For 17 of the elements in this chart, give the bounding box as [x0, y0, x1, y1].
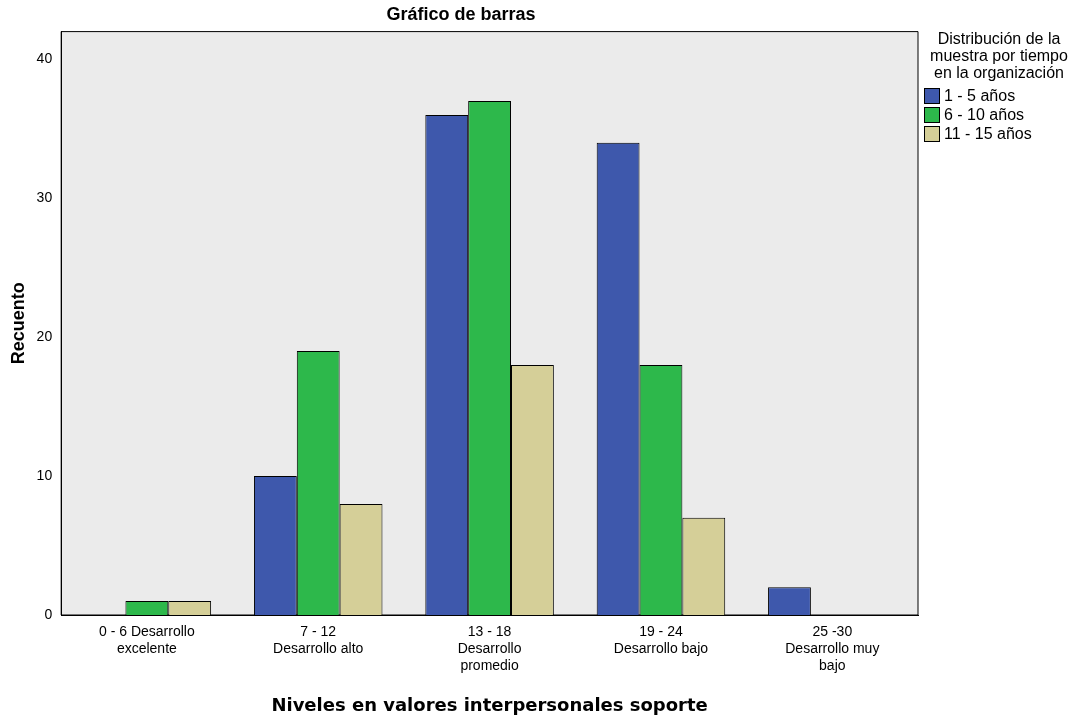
- legend-label: 6 - 10 años: [944, 106, 1025, 125]
- y-axis-title: Recuento: [7, 282, 28, 365]
- y-tick-label: 20: [36, 328, 53, 345]
- chart-title: Gráfico de barras: [386, 3, 536, 24]
- x-tick-label: 25 -30 Desarrollo muy bajo: [785, 623, 880, 673]
- x-axis-title: Niveles en valores interpersonales soporte: [271, 693, 708, 715]
- x-tick-label: 7 - 12 Desarrollo alto: [273, 623, 364, 657]
- legend-title: Distribución de la muestra por tiempo en la organización: [929, 29, 1069, 81]
- y-tick-label: 30: [36, 189, 53, 206]
- y-tick-label: 0: [44, 605, 53, 622]
- legend-label: 11 - 15 años: [944, 125, 1032, 144]
- x-tick-label: 19 - 24 Desarrollo bajo: [613, 623, 709, 657]
- x-tick-label: 0 - 6 Desarrollo excelente: [99, 623, 195, 657]
- x-tick-label: 13 - 18 Desarrollo promedio: [457, 623, 522, 673]
- y-tick-label: 40: [36, 50, 53, 67]
- y-tick-label: 10: [36, 466, 53, 483]
- legend-label: 1 - 5 años: [944, 87, 1016, 106]
